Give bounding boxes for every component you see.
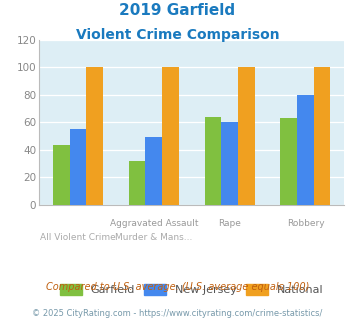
Legend: Garfield, New Jersey, National: Garfield, New Jersey, National [55,280,328,300]
Bar [162,67,179,205]
Bar [221,122,238,205]
Text: Robbery: Robbery [286,219,324,228]
Text: Violent Crime Comparison: Violent Crime Comparison [76,28,279,42]
Bar [314,67,331,205]
Text: Murder & Mans...: Murder & Mans... [115,233,192,242]
Bar [146,137,162,205]
Text: 2019 Garfield: 2019 Garfield [119,3,236,18]
Bar [86,67,103,205]
Bar [280,118,297,205]
Bar [70,129,86,205]
Text: Aggravated Assault: Aggravated Assault [110,219,198,228]
Bar [129,161,146,205]
Bar [297,95,314,205]
Text: © 2025 CityRating.com - https://www.cityrating.com/crime-statistics/: © 2025 CityRating.com - https://www.city… [32,309,323,317]
Text: Compared to U.S. average. (U.S. average equals 100): Compared to U.S. average. (U.S. average … [46,282,309,292]
Bar [53,146,70,205]
Bar [238,67,255,205]
Text: Rape: Rape [218,219,241,228]
Text: All Violent Crime: All Violent Crime [40,233,116,242]
Bar [204,116,221,205]
